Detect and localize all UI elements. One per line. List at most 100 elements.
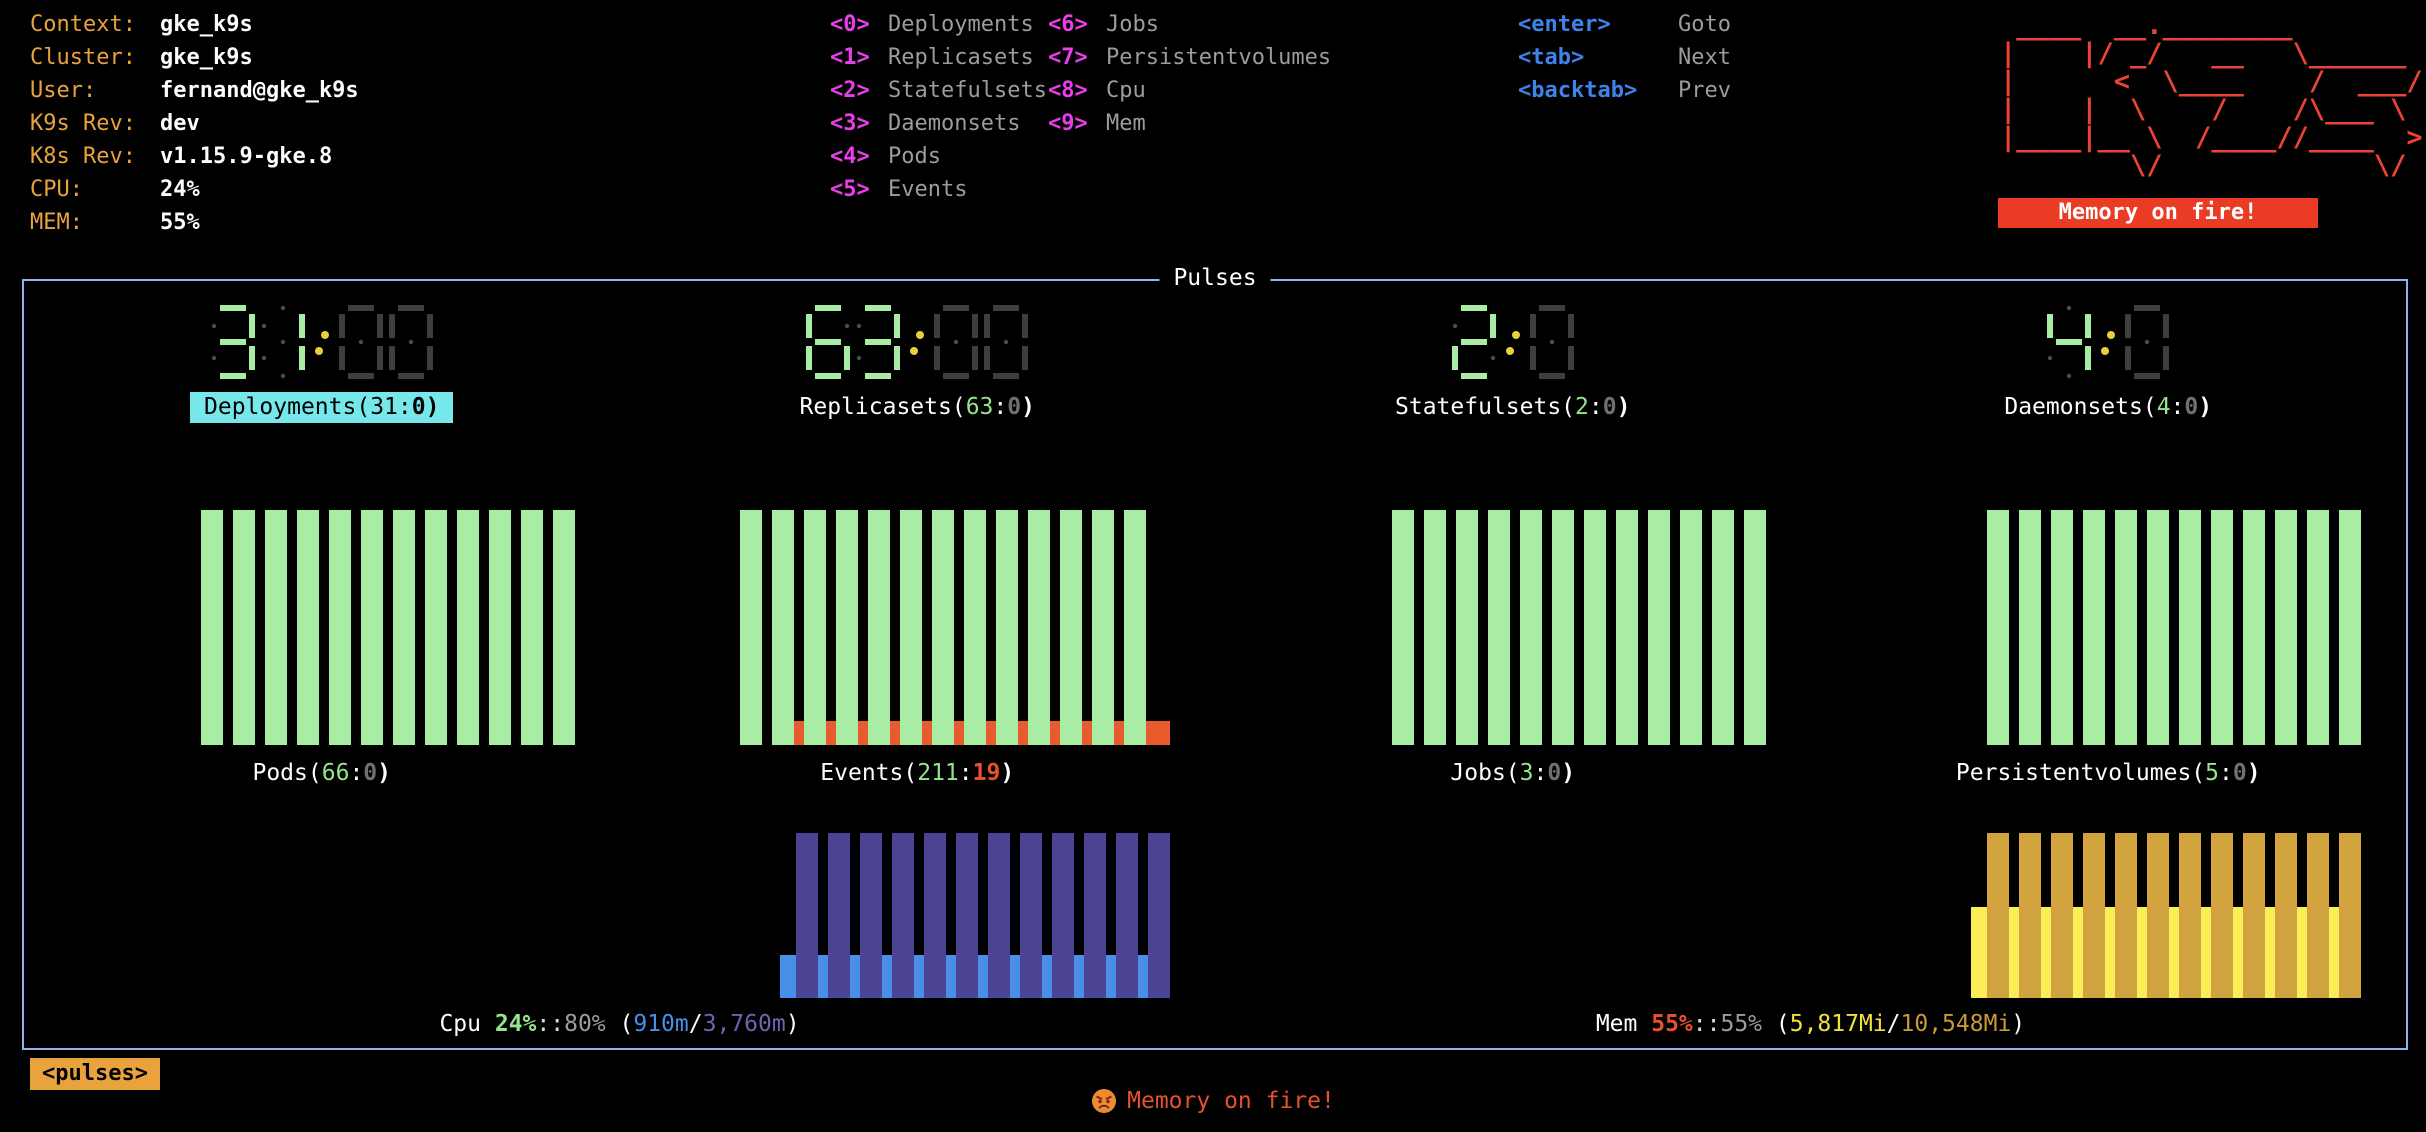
chart-cell-mem: Mem 55%::55% (5,817Mi/10,548Mi) xyxy=(1215,833,2406,1118)
info-row: K8s Rev: v1.15.9-gke.8 xyxy=(30,140,359,173)
seven-segment-digit xyxy=(1529,305,1574,379)
menu-item-label: Persistentvolumes xyxy=(1106,45,1332,70)
label-part: Mem xyxy=(1595,1011,1652,1037)
digit-colon xyxy=(2097,305,2119,379)
events-chart-label: Events(211:19) xyxy=(620,760,1216,786)
label-part: ) xyxy=(785,1011,800,1037)
label-part: 0 xyxy=(1547,760,1562,786)
label-part: 3 xyxy=(1519,760,1534,786)
events-chart[interactable] xyxy=(740,510,1170,745)
bar xyxy=(892,833,914,998)
label-part: ) xyxy=(1616,394,1631,420)
menu-item-statefulsets[interactable]: <2> Statefulsets xyxy=(830,74,1047,107)
bar xyxy=(1092,510,1114,745)
menu-item-cpu[interactable]: <8> Cpu xyxy=(1048,74,1331,107)
menu-item-deployments[interactable]: <0> Deployments xyxy=(830,8,1047,41)
cpu-chart-label: Cpu 24%::80% (910m/3,760m) xyxy=(24,1011,1215,1037)
bar xyxy=(1647,510,1670,745)
bar xyxy=(520,510,543,745)
bar xyxy=(2243,510,2265,745)
bar xyxy=(1551,510,1574,745)
menu-hotkey: <5> xyxy=(830,177,870,202)
jobs-chart[interactable] xyxy=(1391,510,1766,745)
label-part: ) xyxy=(377,760,392,786)
bar xyxy=(2307,510,2329,745)
menu-item-label: Jobs xyxy=(1106,12,1159,37)
menu-hotkey: <1> xyxy=(830,45,870,70)
info-label: K9s Rev: xyxy=(30,111,136,136)
menu-item-replicasets[interactable]: <1> Replicasets xyxy=(830,41,1047,74)
seven-segment-digit xyxy=(388,305,433,379)
menu-hotkey: <4> xyxy=(830,144,870,169)
bar xyxy=(2051,833,2073,998)
info-value: v1.15.9-gke.8 xyxy=(160,144,333,169)
bar xyxy=(1028,510,1050,745)
bar xyxy=(488,510,511,745)
counter-digits xyxy=(806,305,1029,379)
breadcrumb-pulses: <pulses> xyxy=(30,1058,160,1090)
seven-segment-digit xyxy=(2125,305,2170,379)
info-row: Context: gke_k9s xyxy=(30,8,359,41)
menu-hotkey: <6> xyxy=(1048,12,1088,37)
bar xyxy=(988,833,1010,998)
label-part: 31 xyxy=(370,394,398,420)
charts-bottom-row: Cpu 24%::80% (910m/3,760m) Mem 55%::55% (… xyxy=(24,833,2406,1118)
info-label: MEM: xyxy=(30,210,83,235)
counter-digits xyxy=(1451,305,1574,379)
counter-statefulsets: Statefulsets(2:0) xyxy=(1215,305,1811,423)
info-label: User: xyxy=(30,78,97,103)
menu-item-pods[interactable]: <4> Pods xyxy=(830,140,1047,173)
mem-chart[interactable] xyxy=(1971,833,2361,998)
counter-label-daemonsets[interactable]: Daemonsets(4:0) xyxy=(1990,392,2226,423)
bar xyxy=(2211,833,2233,998)
bar xyxy=(264,510,287,745)
label-part: 4 xyxy=(2156,394,2171,420)
hint-label: Next xyxy=(1678,45,1731,70)
seven-segment-digit xyxy=(984,305,1029,379)
label-part: 0 xyxy=(2184,394,2199,420)
bar xyxy=(932,510,954,745)
label-part: 910m xyxy=(633,1011,689,1037)
bar xyxy=(868,510,890,745)
menu-item-mem[interactable]: <9> Mem xyxy=(1048,107,1331,140)
info-label: Context: xyxy=(30,12,136,37)
bar xyxy=(828,833,850,998)
counter-label-deployments[interactable]: Deployments(31:0) xyxy=(190,392,454,423)
label-part: Events( xyxy=(820,760,918,786)
counter-label-statefulsets[interactable]: Statefulsets(2:0) xyxy=(1381,392,1644,423)
bar xyxy=(1124,510,1146,745)
label-part: 19 xyxy=(972,760,1001,786)
menu-item-daemonsets[interactable]: <3> Daemonsets xyxy=(830,107,1047,140)
label-part: ( xyxy=(1762,1011,1790,1037)
label-part: :: xyxy=(1692,1011,1721,1037)
label-part: Cpu xyxy=(439,1011,495,1037)
bar xyxy=(1743,510,1766,745)
label-part: 63 xyxy=(965,394,994,420)
bar xyxy=(1148,833,1170,998)
bar xyxy=(1711,510,1734,745)
seven-segment-digit xyxy=(338,305,383,379)
pods-chart[interactable] xyxy=(200,510,575,745)
persistentvolumes-chart[interactable] xyxy=(1987,510,2361,745)
seven-segment-digit xyxy=(211,305,255,379)
menu-hotkey: <2> xyxy=(830,78,870,103)
bar xyxy=(1615,510,1638,745)
menu-item-persistentvolumes[interactable]: <7> Persistentvolumes xyxy=(1048,41,1331,74)
bar xyxy=(2339,510,2361,745)
bar xyxy=(1020,833,1042,998)
bar xyxy=(1679,510,1702,745)
label-part: 0 xyxy=(363,760,378,786)
cluster-info: Context: gke_k9s Cluster: gke_k9s User: ferna… xyxy=(30,8,359,239)
menu-item-label: Daemonsets xyxy=(888,111,1021,136)
bar xyxy=(424,510,447,745)
counter-label-replicasets[interactable]: Replicasets(63:0) xyxy=(786,392,1049,423)
label-part: 3,760m xyxy=(702,1011,786,1037)
bar xyxy=(232,510,255,745)
persistentvolumes-chart-label: Persistentvolumes(5:0) xyxy=(1811,760,2407,786)
counter-digits xyxy=(2047,305,2170,379)
digit-colon xyxy=(906,305,928,379)
cpu-chart[interactable] xyxy=(780,833,1170,998)
menu-item-jobs[interactable]: <6> Jobs xyxy=(1048,8,1331,41)
menu-item-label: Replicasets xyxy=(888,45,1034,70)
menu-item-events[interactable]: <5> Events xyxy=(830,173,1047,206)
